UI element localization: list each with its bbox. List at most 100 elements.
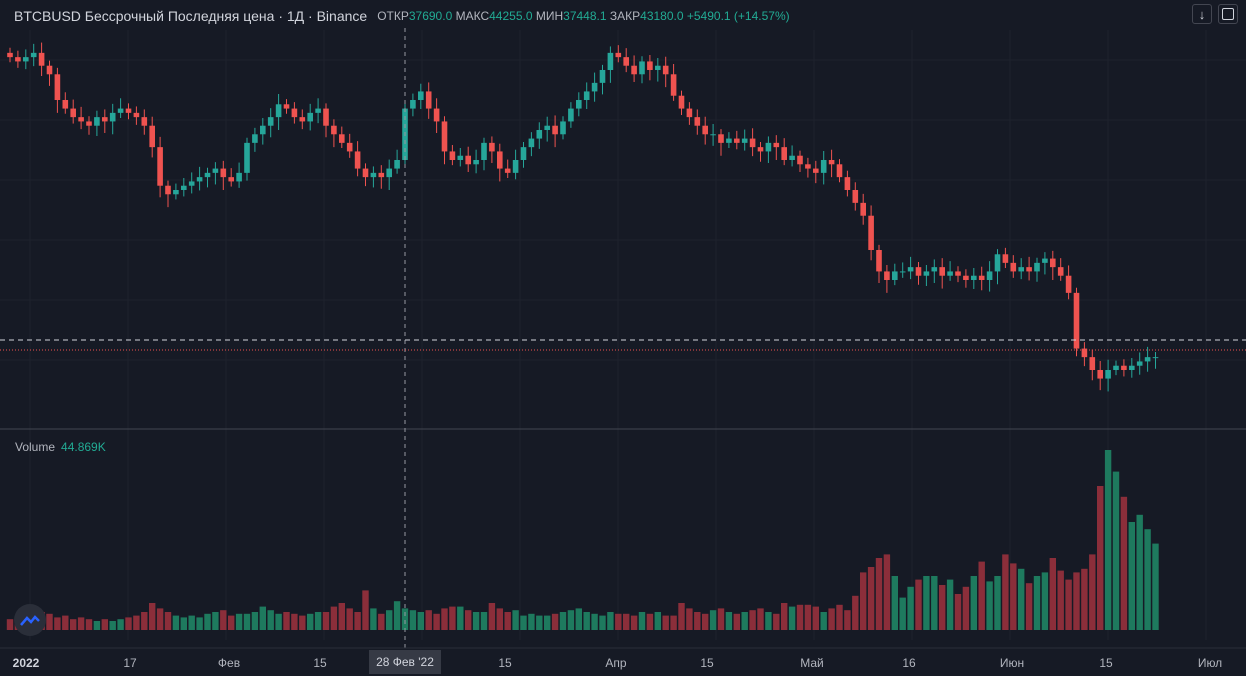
volume-bar: [607, 612, 614, 630]
candle-body: [844, 177, 851, 190]
candle-body: [1097, 370, 1103, 379]
x-tick-label: Июн: [999, 656, 1025, 670]
arrow-down-icon: ↓: [1198, 6, 1206, 22]
candle-body: [615, 52, 622, 58]
volume-bar: [267, 610, 274, 630]
high-label: МАКС: [455, 9, 490, 23]
candle-body: [315, 108, 321, 113]
volume-bars: [6, 450, 1159, 630]
volume-bar: [520, 615, 527, 630]
volume-bar: [907, 586, 914, 630]
candle-body: [370, 172, 377, 178]
volume-bar: [630, 615, 638, 630]
volume-bar: [188, 615, 195, 630]
candle-body: [1073, 292, 1080, 349]
candle-body: [86, 121, 92, 126]
volume-bar: [204, 613, 211, 630]
candle-body: [102, 117, 108, 122]
volume-bar: [781, 603, 788, 630]
volume-bar: [472, 612, 480, 630]
candle-body: [433, 108, 440, 122]
candle-body: [94, 117, 100, 126]
volume-bar: [1128, 522, 1135, 630]
candle-body: [331, 125, 337, 135]
volume-bar: [875, 558, 883, 630]
candle-body: [441, 121, 448, 152]
volume-bar: [504, 612, 511, 630]
candle-body: [220, 168, 227, 178]
candle-body: [512, 160, 519, 173]
change-value: +5490.1 (+14.57%): [686, 9, 790, 23]
candle-body: [773, 142, 780, 148]
candle-body: [204, 172, 211, 178]
volume-bar: [180, 617, 187, 630]
fullscreen-icon: [1222, 8, 1234, 20]
volume-bar: [1073, 572, 1080, 630]
volume-bar: [212, 612, 219, 630]
candle-body: [781, 147, 787, 160]
candle-body: [876, 250, 882, 272]
volume-bar: [370, 608, 377, 630]
candle-body: [560, 121, 566, 135]
volume-bar: [694, 612, 701, 630]
candle-body: [449, 151, 456, 160]
candle-body: [323, 108, 329, 126]
volume-bar: [109, 621, 116, 630]
x-tick-label: 15: [313, 656, 327, 670]
volume-bar: [1010, 563, 1017, 630]
chart-overlay: [0, 28, 1246, 650]
candle-body: [291, 108, 298, 118]
close-value: 43180.0: [640, 9, 684, 23]
candle-body: [1034, 262, 1040, 272]
candle-body: [62, 100, 69, 109]
volume-bar: [867, 567, 875, 630]
volume-bar: [883, 554, 891, 630]
candle-body: [283, 104, 290, 109]
candle-body: [346, 142, 353, 152]
candle-body: [78, 117, 84, 122]
volume-bar: [401, 608, 409, 630]
candle-body: [181, 185, 187, 190]
candle-body: [386, 168, 392, 178]
volume-label: Volume: [15, 440, 56, 454]
candle-body: [1121, 365, 1127, 370]
volume-bar: [1025, 583, 1033, 630]
candle-body: [1113, 365, 1119, 370]
volume-legend: Volume 44.869K: [15, 440, 106, 454]
tradingview-logo[interactable]: [14, 604, 46, 636]
volume-bar: [733, 613, 740, 630]
volume-bar: [1049, 558, 1056, 630]
candle-body: [694, 117, 701, 126]
candle-body: [15, 57, 21, 62]
volume-bar: [773, 613, 780, 630]
close-label: ЗАКР: [609, 9, 641, 23]
candle-body: [947, 271, 953, 276]
volume-bar: [70, 619, 77, 630]
volume-bar: [741, 612, 748, 630]
volume-bar: [812, 606, 819, 630]
volume-bar: [828, 608, 835, 630]
volume-bar: [1033, 576, 1041, 630]
volume-bar: [338, 603, 345, 630]
candle-body: [583, 91, 590, 100]
volume-bar: [1057, 570, 1064, 630]
volume-bar: [251, 612, 259, 630]
candle-body: [394, 160, 400, 169]
candle-body: [362, 168, 369, 178]
volume-bar: [172, 615, 180, 630]
volume-bar: [551, 613, 559, 630]
download-button[interactable]: ↓: [1192, 4, 1212, 24]
candle-body: [591, 82, 598, 92]
volume-bar: [662, 615, 669, 630]
symbol-legend: BTCBUSD Бессрочный Последняя цена · 1Д ·…: [14, 6, 790, 26]
fullscreen-button[interactable]: [1218, 4, 1238, 24]
candle-body: [702, 125, 708, 135]
candle-body: [465, 155, 471, 165]
volume-bar: [125, 617, 132, 630]
candle-body: [149, 125, 155, 148]
volume-bar: [654, 612, 661, 630]
volume-bar: [196, 617, 203, 630]
candle-body: [117, 108, 124, 113]
volume-value: 44.869K: [61, 440, 106, 454]
